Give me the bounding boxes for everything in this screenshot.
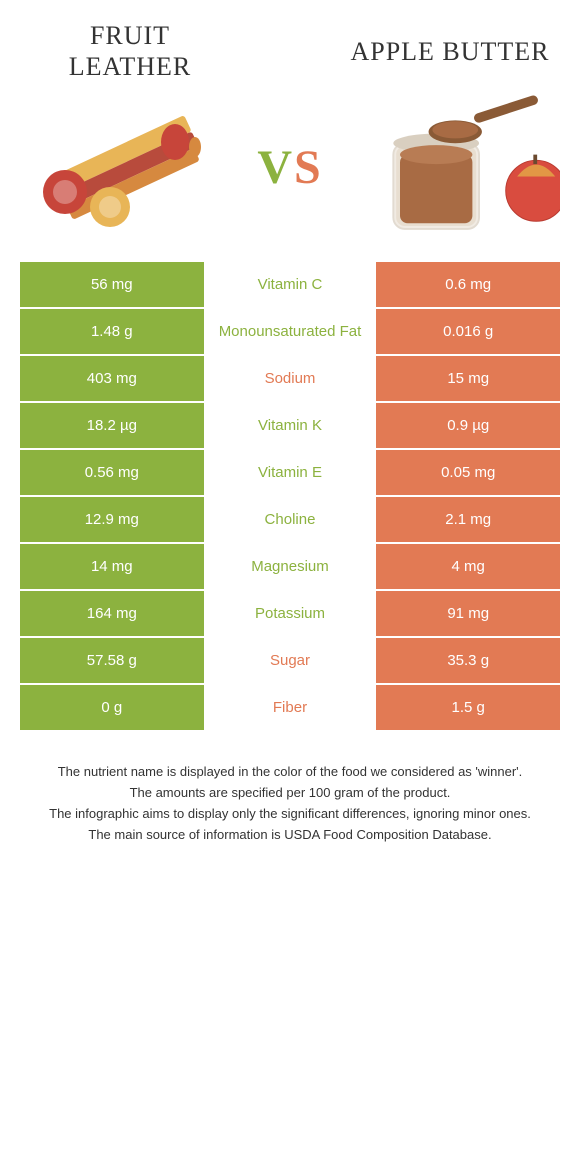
right-value-cell: 4 mg — [376, 543, 560, 590]
table-row: 18.2 µgVitamin K0.9 µg — [20, 402, 560, 449]
comparison-table-wrap: 56 mgVitamin C0.6 mg1.48 gMonounsaturate… — [0, 262, 580, 732]
footer-line-2: The amounts are specified per 100 gram o… — [30, 783, 550, 804]
table-row: 164 mgPotassium91 mg — [20, 590, 560, 637]
left-value-cell: 403 mg — [20, 355, 204, 402]
right-value-cell: 91 mg — [376, 590, 560, 637]
nutrient-label-cell: Sodium — [204, 355, 377, 402]
left-value-cell: 0 g — [20, 684, 204, 731]
fruit-leather-icon — [20, 97, 220, 237]
left-value-cell: 14 mg — [20, 543, 204, 590]
right-value-cell: 35.3 g — [376, 637, 560, 684]
right-value-cell: 15 mg — [376, 355, 560, 402]
comparison-table: 56 mgVitamin C0.6 mg1.48 gMonounsaturate… — [20, 262, 560, 732]
table-row: 0 gFiber1.5 g — [20, 684, 560, 731]
nutrient-label-cell: Vitamin K — [204, 402, 377, 449]
table-row: 56 mgVitamin C0.6 mg — [20, 262, 560, 308]
nutrient-label-cell: Choline — [204, 496, 377, 543]
vs-badge: VS — [257, 140, 322, 195]
nutrient-label-cell: Fiber — [204, 684, 377, 731]
table-row: 14 mgMagnesium4 mg — [20, 543, 560, 590]
left-value-cell: 12.9 mg — [20, 496, 204, 543]
nutrient-label-cell: Potassium — [204, 590, 377, 637]
right-value-cell: 0.6 mg — [376, 262, 560, 308]
right-value-cell: 2.1 mg — [376, 496, 560, 543]
table-row: 0.56 mgVitamin E0.05 mg — [20, 449, 560, 496]
table-row: 57.58 gSugar35.3 g — [20, 637, 560, 684]
left-value-cell: 0.56 mg — [20, 449, 204, 496]
left-value-cell: 57.58 g — [20, 637, 204, 684]
right-value-cell: 0.05 mg — [376, 449, 560, 496]
footer-line-1: The nutrient name is displayed in the co… — [30, 762, 550, 783]
left-value-cell: 18.2 µg — [20, 402, 204, 449]
right-food-image — [360, 92, 560, 242]
nutrient-label-cell: Sugar — [204, 637, 377, 684]
table-row: 1.48 gMonounsaturated Fat0.016 g — [20, 308, 560, 355]
apple-butter-icon — [360, 92, 560, 242]
table-row: 403 mgSodium15 mg — [20, 355, 560, 402]
left-food-title: Fruit Leather — [30, 20, 230, 82]
left-value-cell: 56 mg — [20, 262, 204, 308]
images-row: VS — [0, 92, 580, 262]
left-value-cell: 1.48 g — [20, 308, 204, 355]
footer-line-3: The infographic aims to display only the… — [30, 804, 550, 825]
footer-notes: The nutrient name is displayed in the co… — [0, 732, 580, 885]
header: Fruit Leather Apple Butter — [0, 0, 580, 92]
nutrient-label-cell: Vitamin E — [204, 449, 377, 496]
nutrient-label-cell: Vitamin C — [204, 262, 377, 308]
right-food-title: Apple Butter — [350, 36, 550, 67]
right-value-cell: 1.5 g — [376, 684, 560, 731]
nutrient-label-cell: Magnesium — [204, 543, 377, 590]
vs-s-letter: S — [294, 141, 323, 194]
footer-line-4: The main source of information is USDA F… — [30, 825, 550, 846]
table-row: 12.9 mgCholine2.1 mg — [20, 496, 560, 543]
right-value-cell: 0.9 µg — [376, 402, 560, 449]
left-value-cell: 164 mg — [20, 590, 204, 637]
vs-v-letter: V — [257, 141, 294, 194]
nutrient-label-cell: Monounsaturated Fat — [204, 308, 377, 355]
left-food-image — [20, 92, 220, 242]
right-value-cell: 0.016 g — [376, 308, 560, 355]
